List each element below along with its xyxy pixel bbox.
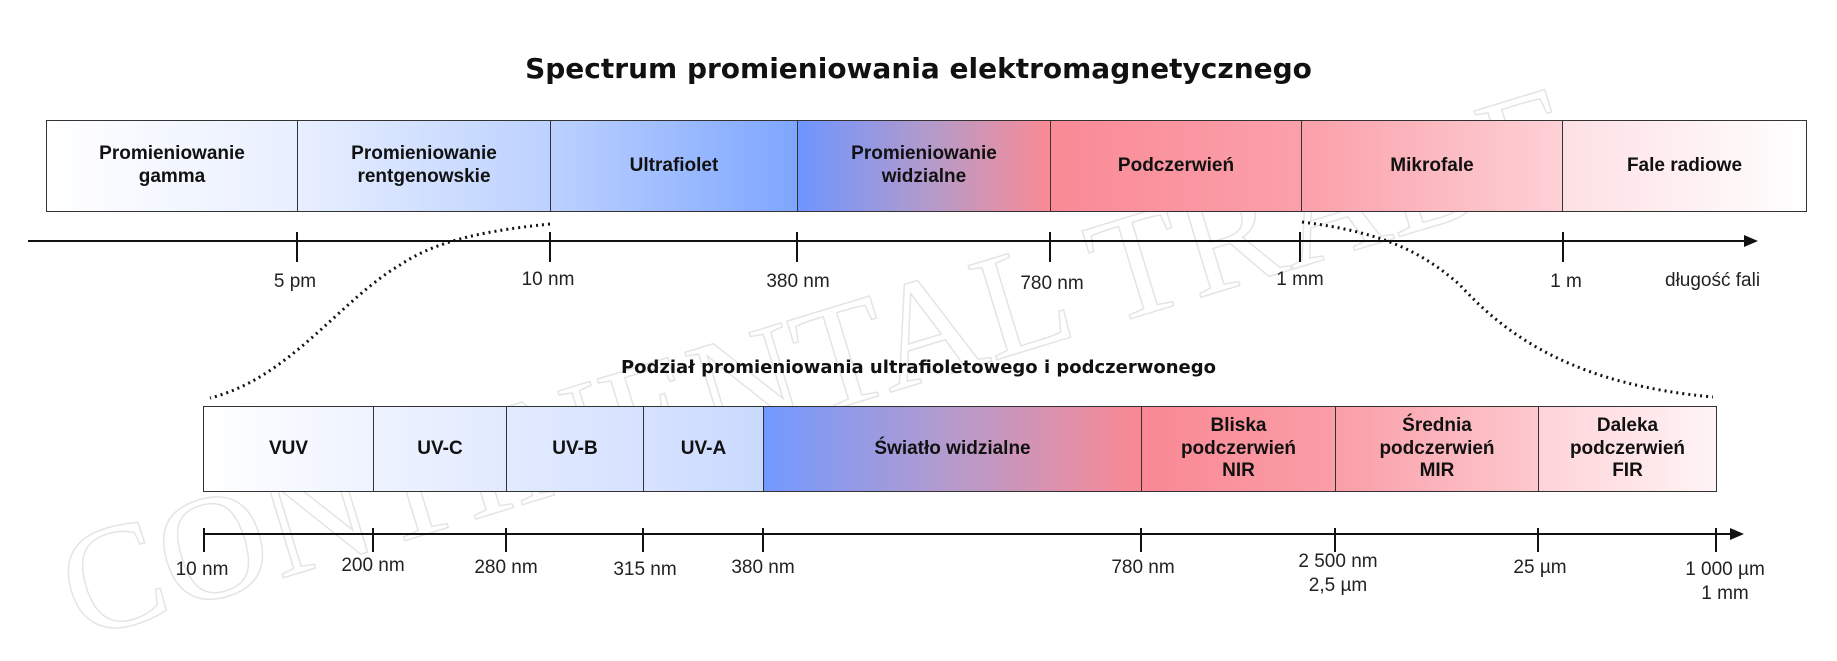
band-uva-label: UV-A [680,437,727,459]
band-vuv-label: VUV [268,437,309,459]
bottom-tick-label-380nm: 380 nm [731,557,795,578]
band-mir: Średnia podczerwień MIR [1335,406,1539,492]
band-podczerwien-label: Podczerwień [1117,154,1235,176]
band-fir: Daleka podczerwień FIR [1538,406,1717,492]
top-tick-label-1mm: 1 mm [1276,269,1324,290]
band-nir-label: Bliska podczerwień NIR [1180,414,1297,482]
band-ultrafiolet-label: Ultrafiolet [629,154,719,176]
band-radiowe-label: Fale radiowe [1626,154,1743,176]
bottom-tick-label-280nm: 280 nm [474,557,538,578]
band-uvb: UV-B [506,406,644,492]
bottom-tick-label-2500nm: 2 500 nm 2,5 µm [1298,551,1378,596]
band-widzialne: Promieniowanie widzialne [797,120,1051,212]
wavelength-axis-label: długość fali [1665,270,1761,291]
band-rentgen: Promieniowanie rentgenowskie [297,120,551,212]
band-gamma-label: Promieniowanie gamma [99,143,245,187]
band-gamma: Promieniowanie gamma [46,120,298,212]
band-rentgen-label: Promieniowanie rentgenowskie [351,143,497,187]
top-tick-label-380nm: 380 nm [766,271,830,292]
top-axis-arrow [1744,235,1758,247]
bottom-tick-label-315nm: 315 nm [613,559,677,580]
band-swiatlo-widzialne: Światło widzialne [763,406,1142,492]
band-fir-label: Daleka podczerwień FIR [1569,414,1686,482]
bottom-tick-label-25um: 25 µm [1513,557,1567,578]
bottom-tick-label-780nm: 780 nm [1111,557,1175,578]
band-mikrofale: Mikrofale [1301,120,1563,212]
band-podczerwien: Podczerwień [1050,120,1302,212]
top-tick-label-1m: 1 m [1550,271,1582,292]
band-vuv: VUV [203,406,374,492]
band-ultrafiolet: Ultrafiolet [550,120,798,212]
top-tick-label-5pm: 5 pm [273,271,317,292]
band-nir: Bliska podczerwień NIR [1141,406,1336,492]
diagram-subtitle: Podział promieniowania ultrafioletowego … [620,357,1217,378]
top-tick-label-780nm: 780 nm [1020,273,1084,294]
bottom-tick-label-1000um: 1 000 µm 1 mm [1685,559,1765,604]
band-uva: UV-A [643,406,764,492]
band-widzialne-label: Promieniowanie widzialne [851,143,997,187]
band-mir-label: Średnia podczerwień MIR [1379,414,1495,482]
band-uvc-label: UV-C [417,437,463,459]
band-mikrofale-label: Mikrofale [1390,154,1474,176]
bottom-tick-label-200nm: 200 nm [341,555,405,576]
zoom-curve-left [209,222,551,400]
band-uvb-label: UV-B [552,437,598,459]
zoom-curve-right [1301,220,1714,399]
bottom-axis-arrow [1730,528,1744,540]
top-tick-label-10nm: 10 nm [521,269,575,290]
band-swiatlo-widzialne-label: Światło widzialne [874,437,1031,459]
diagram-title: Spectrum promieniowania elektromagnetycz… [525,52,1312,85]
bottom-tick-label-10nm: 10 nm [175,559,229,580]
band-radiowe: Fale radiowe [1562,120,1807,212]
band-uvc: UV-C [373,406,507,492]
